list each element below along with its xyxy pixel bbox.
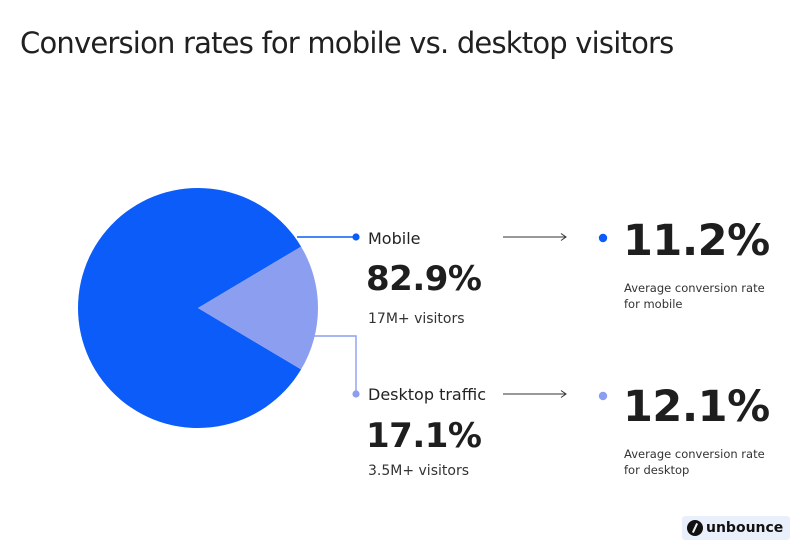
chart-title: Conversion rates for mobile vs. desktop … — [20, 26, 674, 60]
rate-dot-mobile — [598, 233, 608, 243]
pie-slice-desktop — [198, 246, 318, 370]
visitors-mobile: 17M+ visitors — [368, 311, 465, 327]
leader-line-desktop — [312, 335, 357, 394]
logo-text: unbounce — [706, 520, 784, 536]
unbounce-logo: unbounce — [682, 516, 790, 540]
conversion-rate-mobile: 11.2% — [623, 216, 770, 266]
conversion-desc-mobile: Average conversion rate for mobile — [624, 281, 765, 311]
arrow-desktop-icon — [503, 390, 567, 398]
visitors-desktop: 3.5M+ visitors — [368, 463, 469, 479]
logo-mark-icon — [687, 520, 703, 536]
legend-label-desktop: Desktop traffic — [368, 385, 486, 404]
conversion-rate-desktop: 12.1% — [623, 382, 770, 432]
legend-label-mobile: Mobile — [368, 229, 421, 248]
rate-dot-desktop — [598, 391, 608, 401]
legend-dot-desktop — [352, 390, 360, 398]
arrow-mobile-icon — [503, 233, 567, 241]
conversion-desc-desktop: Average conversion rate for desktop — [624, 447, 765, 477]
share-value-mobile: 82.9% — [366, 259, 482, 299]
legend-dot-mobile — [352, 233, 360, 241]
pie-slice-mobile — [77, 187, 302, 428]
share-value-desktop: 17.1% — [366, 416, 482, 456]
